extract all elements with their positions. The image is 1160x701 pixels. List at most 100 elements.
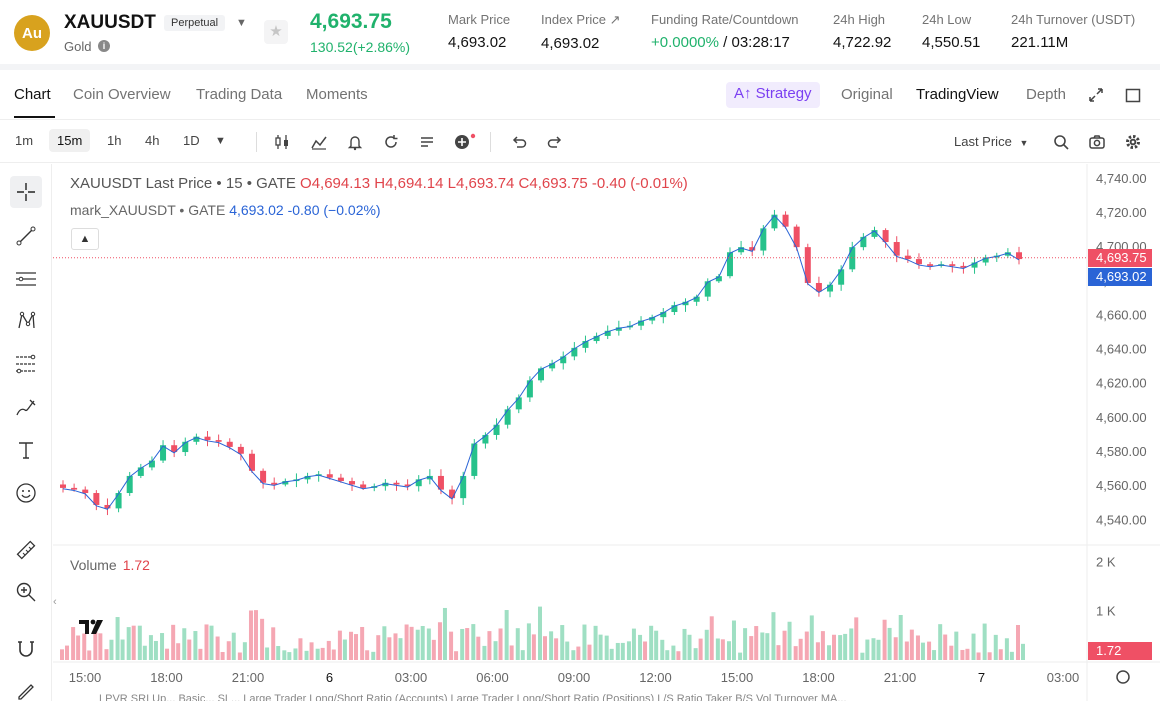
replay-icon[interactable] [382, 133, 400, 151]
main-series-legend: XAUUSDT Last Price • 15 • GATE O4,694.13… [70, 175, 688, 192]
volume-bar [871, 638, 876, 660]
tab-tradingview[interactable]: TradingView [916, 86, 999, 103]
indicators-icon[interactable] [310, 133, 328, 151]
price-type-select[interactable]: Last Price ▼ [954, 134, 1028, 149]
time-axis-tick: 03:00 [1047, 670, 1080, 685]
volume-bar [709, 616, 714, 660]
stat-label: 24h Low [922, 12, 972, 27]
candle-body [93, 493, 100, 505]
horizontal-lines-icon[interactable] [10, 263, 42, 295]
volume-bar [165, 648, 170, 660]
candle-body [137, 467, 144, 476]
pattern-icon[interactable] [10, 305, 42, 337]
volume-bar [593, 625, 598, 660]
candle-body [871, 230, 878, 237]
volume-bar [365, 650, 370, 660]
strategy-button[interactable]: A↑ Strategy [726, 82, 820, 108]
volume-bar [442, 607, 447, 660]
candlestick-chart-canvas[interactable]: 4,740.004,720.004,700.004,680.004,660.00… [53, 164, 1160, 701]
interval-15m[interactable]: 15m [49, 129, 91, 152]
volume-bar [371, 651, 376, 660]
tab-original[interactable]: Original [841, 86, 893, 103]
volume-bar [415, 629, 420, 660]
volume-bar [198, 648, 203, 660]
candle-type-icon[interactable] [273, 133, 291, 151]
volume-bar [354, 634, 359, 660]
favorite-star-icon[interactable]: ★ [264, 20, 288, 44]
candle-body [60, 484, 66, 488]
volume-bar [649, 625, 654, 660]
chevron-down-icon[interactable]: ▼ [215, 135, 226, 147]
volume-bar [326, 640, 331, 660]
add-plus-icon[interactable] [454, 133, 476, 151]
volume-bar [549, 631, 554, 660]
indicator-strip[interactable]: LPVR SRI Up... Basic... SL... Large Trad… [99, 693, 847, 701]
volume-bar [927, 641, 932, 660]
legend-ohlc: O4,694.13 H4,694.14 L4,693.74 C4,693.75 … [300, 175, 688, 192]
volume-bar [182, 628, 187, 660]
tab-depth[interactable]: Depth [1026, 86, 1067, 103]
price-chart[interactable]: 4,740.004,720.004,700.004,680.004,660.00… [53, 164, 1160, 701]
stat-index-price[interactable]: Index Price ↗ 4,693.02 [541, 12, 621, 52]
volume-bar [315, 648, 320, 660]
candle-body [638, 320, 645, 326]
emoji-icon[interactable] [10, 477, 42, 509]
search-icon[interactable] [1052, 133, 1070, 151]
zoom-in-icon[interactable] [10, 576, 42, 608]
ruler-icon[interactable] [10, 534, 42, 566]
crosshair-icon[interactable] [10, 176, 42, 208]
volume-bar [965, 648, 970, 660]
volume-bar [849, 628, 854, 660]
scroll-left-icon[interactable]: ‹ [53, 596, 57, 608]
volume-bar [860, 652, 865, 660]
candle-body [1004, 252, 1011, 256]
symbol-name[interactable]: XAUUSDT [64, 12, 156, 33]
interval-1h[interactable]: 1h [107, 133, 122, 148]
tab-moments[interactable]: Moments [306, 86, 368, 103]
expand-icon[interactable] [1088, 87, 1104, 103]
tab-trading-data[interactable]: Trading Data [196, 86, 283, 103]
candle-body [560, 356, 567, 364]
alert-bell-icon[interactable] [346, 133, 364, 151]
interval-4h[interactable]: 4h [145, 133, 160, 148]
text-tool-icon[interactable] [10, 434, 42, 466]
brush-icon[interactable] [10, 391, 42, 423]
fib-retracement-icon[interactable] [10, 348, 42, 380]
candle-body [893, 242, 900, 256]
camera-icon[interactable] [1088, 133, 1106, 151]
volume-bar [698, 638, 703, 660]
trend-line-icon[interactable] [10, 220, 42, 252]
collapse-legend-button[interactable]: ▲ [71, 228, 99, 250]
undo-icon[interactable] [510, 133, 528, 151]
tradingview-logo-icon[interactable] [77, 616, 109, 640]
gear-icon[interactable] [1124, 133, 1142, 151]
tab-chart[interactable]: Chart [14, 86, 51, 103]
volume-bar [76, 635, 81, 660]
active-tab-indicator [14, 116, 55, 118]
volume-bar [420, 626, 425, 660]
volume-bar [220, 652, 225, 660]
gold-coin-icon: Au [14, 15, 50, 51]
candle-body [827, 284, 834, 292]
templates-icon[interactable] [418, 133, 436, 151]
redo-icon[interactable] [546, 133, 564, 151]
candle-body [304, 475, 311, 480]
interval-1m[interactable]: 1m [15, 133, 34, 148]
window-icon[interactable] [1125, 87, 1141, 103]
tab-coin-overview[interactable]: Coin Overview [73, 86, 171, 103]
pencil-lock-icon[interactable] [10, 674, 42, 701]
volume-bar [882, 619, 887, 660]
volume-bar [704, 629, 709, 660]
mark-series-legend: mark_XAUUSDT • GATE 4,693.02 -0.80 (−0.0… [70, 202, 381, 218]
volume-bar [304, 650, 309, 660]
info-icon[interactable]: i [98, 40, 110, 52]
volume-bar [820, 631, 825, 660]
chevron-down-icon[interactable]: ▼ [236, 17, 247, 29]
candle-body [115, 493, 122, 509]
magnet-icon[interactable] [10, 633, 42, 665]
volume-axis-tick: 2 K [1096, 555, 1116, 570]
interval-1d[interactable]: 1D [183, 133, 200, 148]
candle-body [326, 474, 333, 478]
volume-bar [654, 630, 659, 660]
candle-body [849, 247, 856, 270]
